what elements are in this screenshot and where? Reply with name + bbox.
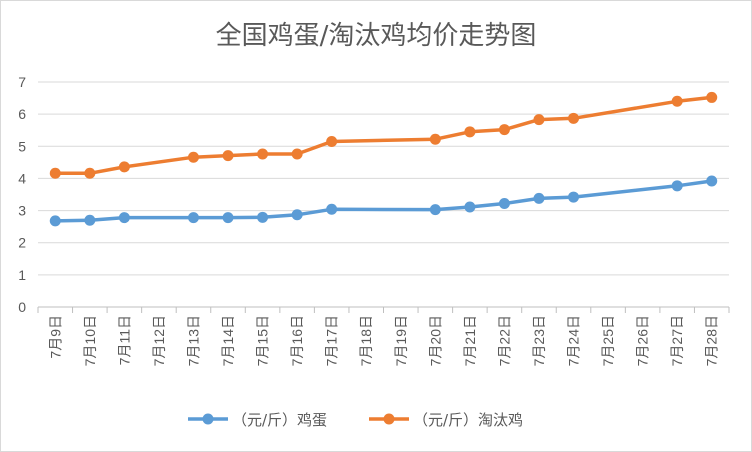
data-point <box>326 135 338 147</box>
data-point <box>291 209 303 221</box>
y-tick-label: 2 <box>18 235 26 251</box>
x-tick-label: 7月16日 <box>289 315 305 366</box>
data-point <box>49 167 61 179</box>
data-point <box>84 214 96 226</box>
data-point <box>118 212 130 224</box>
data-point <box>326 203 338 215</box>
y-tick-label: 5 <box>18 138 26 154</box>
data-point <box>464 126 476 138</box>
x-tick-label: 7月24日 <box>566 315 582 366</box>
x-tick-label: 7月22日 <box>496 315 512 366</box>
data-point <box>706 175 718 187</box>
x-tick-label: 7月11日 <box>116 315 132 365</box>
data-point <box>429 133 441 145</box>
legend-marker <box>202 413 214 425</box>
series-line-2 <box>53 95 714 176</box>
data-point <box>671 95 683 107</box>
data-point <box>568 191 580 203</box>
data-point <box>187 212 199 224</box>
x-tick-label: 7月17日 <box>324 315 340 366</box>
y-tick-label: 7 <box>18 74 26 90</box>
x-tick-label: 7月20日 <box>427 315 443 366</box>
x-tick-label: 7月18日 <box>358 315 374 366</box>
x-tick-label: 7月28日 <box>704 315 720 366</box>
data-point <box>187 151 199 163</box>
x-tick-label: 7月10日 <box>82 315 98 366</box>
x-tick-label: 7月25日 <box>600 315 616 366</box>
y-tick-label: 4 <box>18 170 26 186</box>
y-tick-label: 3 <box>18 203 26 219</box>
data-point <box>84 167 96 179</box>
data-point <box>429 204 441 216</box>
data-point <box>498 124 510 136</box>
x-tick-label: 7月12日 <box>151 315 167 366</box>
data-point <box>464 201 476 213</box>
y-tick-label: 1 <box>18 267 26 283</box>
x-tick-label: 7月27日 <box>669 315 685 366</box>
data-point <box>222 212 234 224</box>
data-point <box>706 91 718 103</box>
data-point <box>568 112 580 124</box>
x-tick-label: 7月23日 <box>531 315 547 366</box>
x-tick-label: 7月15日 <box>255 315 271 366</box>
x-tick-label: 7月9日 <box>47 315 63 359</box>
y-tick-label: 0 <box>18 299 26 315</box>
y-tick-label: 6 <box>18 106 26 122</box>
x-tick-label: 7月13日 <box>185 315 201 366</box>
x-tick-label: 7月14日 <box>220 315 236 366</box>
legend-label: （元/斤）鸡蛋 <box>232 411 327 429</box>
data-point <box>222 150 234 162</box>
data-point <box>671 180 683 192</box>
x-tick-label: 7月26日 <box>635 315 651 366</box>
data-point <box>257 211 269 223</box>
x-tick-label: 7月21日 <box>462 315 478 366</box>
data-point <box>498 198 510 209</box>
data-point <box>533 114 545 126</box>
x-tick-label: 7月19日 <box>393 315 409 366</box>
chart-title: 全国鸡蛋/淘汰鸡均价走势图 <box>215 21 537 51</box>
legend-label: （元/斤）淘汰鸡 <box>413 411 523 429</box>
data-point <box>118 161 130 173</box>
data-point <box>49 215 61 227</box>
data-point <box>291 148 303 160</box>
data-point <box>257 148 269 160</box>
data-point <box>533 192 545 204</box>
series-line-1 <box>53 179 714 223</box>
legend-marker <box>383 413 395 425</box>
